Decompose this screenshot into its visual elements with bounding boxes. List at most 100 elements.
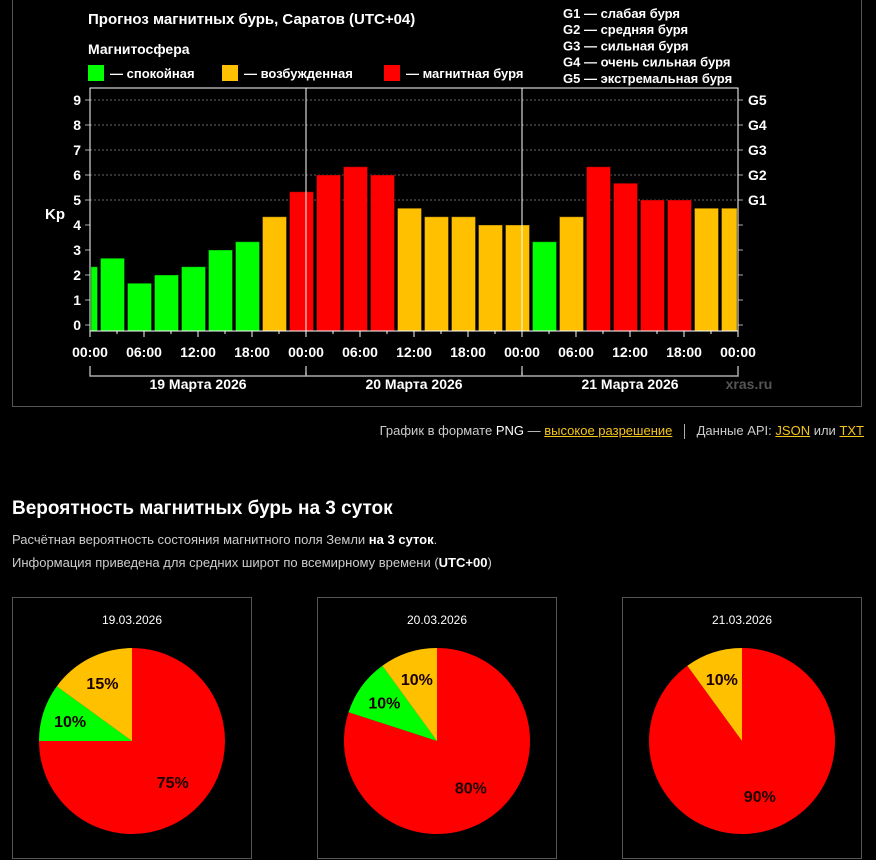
chart-title: Прогноз магнитных бурь, Саратов (UTC+04) <box>88 11 415 28</box>
y-tick-label: 5 <box>73 192 81 208</box>
g-scale-item-1: G1 — слабая буря <box>563 6 680 21</box>
legend-swatch-2 <box>384 65 400 81</box>
kp-bar <box>451 216 476 332</box>
watermark: xras.ru <box>726 376 773 392</box>
x-tick-label: 06:00 <box>126 344 162 360</box>
g-level-label: G2 <box>748 167 767 183</box>
x-tick-label: 00:00 <box>504 344 540 360</box>
pie-date: 19.03.2026 <box>101 613 163 627</box>
png-word: PNG <box>495 423 525 438</box>
kp-bar <box>235 241 260 332</box>
kp-bar <box>397 207 422 332</box>
g-scale-item-2: G2 — средняя буря <box>563 22 688 37</box>
kp-bar <box>100 257 125 332</box>
pie-date: 20.03.2026 <box>406 613 468 627</box>
legend-swatch-1 <box>222 65 238 81</box>
info-bold: UTC+00 <box>438 555 488 570</box>
pie-card-day-3: 21.03.2026 90% 10% <box>622 597 862 859</box>
kp-bar <box>208 249 233 332</box>
x-tick-label: 00:00 <box>72 344 108 360</box>
y-tick-label: 8 <box>73 117 81 133</box>
y-tick-label: 0 <box>73 317 81 333</box>
x-tick-label: 18:00 <box>450 344 486 360</box>
y-tick-label: 6 <box>73 167 81 183</box>
kp-bar <box>532 241 557 332</box>
or-text: или <box>813 423 836 438</box>
pie-label-excited: 15% <box>86 676 118 693</box>
pie-card-day-1: 19.03.2026 75% 10% 15% <box>12 597 252 859</box>
day-label: 19 Марта 2026 <box>149 376 246 392</box>
legend-title: Магнитосфера <box>88 41 190 57</box>
y-tick-label: 1 <box>73 292 81 308</box>
api-prefix: Данные API: <box>696 423 772 438</box>
probability-description: Расчётная вероятность состояния магнитно… <box>12 532 437 547</box>
g-scale-item-4: G4 — очень сильная буря <box>563 55 730 70</box>
divider <box>684 424 685 440</box>
g-scale-item-3: G3 — сильная буря <box>563 38 689 53</box>
png-dash: — <box>527 423 541 438</box>
kp-bar <box>370 174 395 332</box>
g-level-label: G4 <box>748 117 767 133</box>
pie-label-excited: 10% <box>706 672 738 689</box>
kp-bar <box>586 166 611 332</box>
description-text: Расчётная вероятность состояния магнитно… <box>12 532 369 547</box>
high-resolution-link[interactable]: высокое разрешение <box>544 423 673 438</box>
kp-bar <box>154 274 179 332</box>
legend-swatch-0 <box>88 65 104 81</box>
kp-bar <box>667 199 692 332</box>
x-tick-label: 18:00 <box>234 344 270 360</box>
txt-link[interactable]: TXT <box>839 423 864 438</box>
info-text: Информация приведена для средних широт п… <box>12 555 439 570</box>
pie-label-storm: 75% <box>157 775 189 792</box>
kp-bar <box>505 224 530 332</box>
kp-bar <box>181 266 206 332</box>
kp-bar <box>289 191 314 332</box>
x-tick-label: 00:00 <box>288 344 324 360</box>
pie-label-quiet: 10% <box>368 696 400 713</box>
json-link[interactable]: JSON <box>775 423 811 438</box>
x-tick-label: 18:00 <box>666 344 702 360</box>
kp-bar <box>559 216 584 332</box>
png-prefix: График в формате <box>379 423 493 438</box>
pie-date: 21.03.2026 <box>711 613 773 627</box>
description-suffix: . <box>433 532 438 547</box>
kp-bar <box>343 166 368 332</box>
x-tick-label: 00:00 <box>720 344 756 360</box>
x-tick-label: 06:00 <box>342 344 378 360</box>
g-level-label: G5 <box>748 92 767 108</box>
kp-bar <box>424 216 449 332</box>
pie-label-storm: 90% <box>744 789 776 806</box>
x-tick-label: 12:00 <box>180 344 216 360</box>
legend-label-2: — магнитная буря <box>406 66 523 81</box>
y-tick-label: 4 <box>73 217 81 233</box>
kp-forecast-chart: Прогноз магнитных бурь, Саратов (UTC+04)… <box>45 6 773 392</box>
pie-slice-quiet <box>39 686 132 741</box>
kp-bar <box>721 207 738 332</box>
probability-pie-day-2: 80% 10%10% <box>344 648 530 834</box>
pie-label-excited: 10% <box>401 672 433 689</box>
y-axis-label: Kp <box>45 206 65 223</box>
pie-slice-excited <box>382 648 437 741</box>
day-label: 21 Марта 2026 <box>581 376 678 392</box>
day-label: 20 Марта 2026 <box>365 376 462 392</box>
g-scale-item-5: G5 — экстремальная буря <box>563 71 732 86</box>
pie-slice-excited <box>56 648 132 741</box>
kp-bar <box>127 282 152 332</box>
pie-slice-excited <box>687 648 742 741</box>
g-level-label: G1 <box>748 192 767 208</box>
g-level-label: G3 <box>748 142 767 158</box>
x-tick-label: 12:00 <box>396 344 432 360</box>
y-tick-label: 2 <box>73 267 81 283</box>
pie-card-day-2: 20.03.2026 80% 10% 10% <box>317 597 557 859</box>
pie-slice-quiet <box>348 665 437 741</box>
kp-bar <box>316 174 341 332</box>
info-suffix: ) <box>487 555 492 570</box>
legend-label-1: — возбужденная <box>244 66 353 81</box>
pie-label-quiet: 10% <box>54 714 86 731</box>
forecast-chart-frame: Прогноз магнитных бурь, Саратов (UTC+04)… <box>12 0 862 407</box>
kp-bar <box>262 216 287 332</box>
day-bracket <box>89 366 306 377</box>
probability-info: Информация приведена для средних широт п… <box>12 555 492 570</box>
y-tick-label: 9 <box>73 92 81 108</box>
kp-bar <box>90 266 98 332</box>
